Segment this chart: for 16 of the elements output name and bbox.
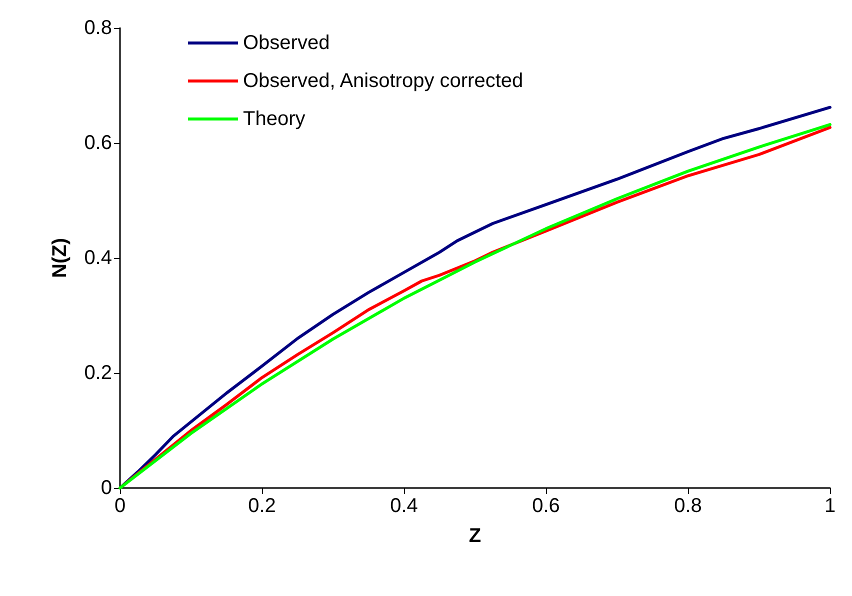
x-tick-label: 1 [824,495,836,517]
legend-label: Observed, Anisotropy corrected [243,70,524,92]
y-tick-label: 0.2 [84,362,112,384]
y-axis-title: N(Z) [49,238,71,278]
x-tick-label: 0.8 [674,495,702,517]
y-tick-label: 0.8 [84,17,112,39]
x-tick-label: 0.4 [390,495,418,517]
y-tick-label: 0.6 [84,132,112,154]
legend-label: Theory [243,108,306,130]
y-tick-label: 0 [100,477,112,499]
x-tick-label: 0.2 [248,495,276,517]
x-axis-title: Z [468,525,482,547]
x-tick-label: 0 [114,495,126,517]
legend-label: Observed [243,32,330,54]
y-tick-label: 0.4 [84,247,112,269]
x-tick-label: 0.6 [532,495,560,517]
